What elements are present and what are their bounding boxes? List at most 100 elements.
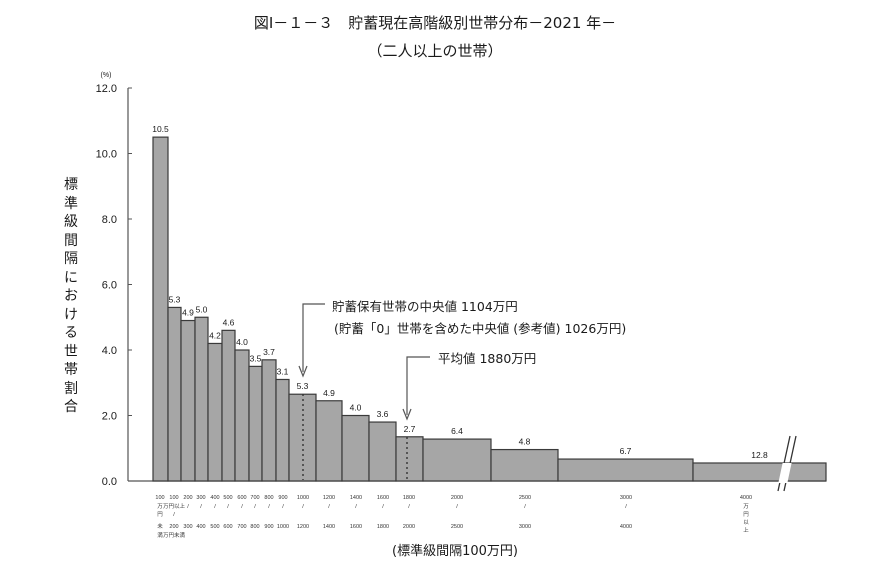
bar-value-label: 4.0 <box>350 403 362 413</box>
x-tick-label: 1600 / 1800 <box>377 495 389 530</box>
svg-text:100: 100 <box>169 495 178 501</box>
bar-value-label: 6.4 <box>451 426 463 436</box>
y-tick-label: 8.0 <box>102 214 117 226</box>
median-reference-annotation: (貯蓄「0」世帯を含めた中央値 (参考値) 1026万円) <box>334 321 627 336</box>
x-tick-label: 600 / 700 <box>237 495 246 530</box>
bar-series <box>152 136 827 482</box>
svg-text:400: 400 <box>196 524 205 530</box>
bar <box>221 329 236 482</box>
y-tick-label: 6.0 <box>102 280 117 292</box>
svg-text:1200: 1200 <box>297 524 309 530</box>
svg-text:/: / <box>227 504 229 510</box>
svg-text:/: / <box>328 504 330 510</box>
x-tick-label: 200 / 300 <box>183 495 192 530</box>
svg-text:200: 200 <box>183 495 192 501</box>
median-arrow-line <box>302 303 325 372</box>
y-tick-label: 2.0 <box>102 411 117 423</box>
chart-subtitle: （二人以上の世帯） <box>367 42 503 60</box>
bar-value-label: 3.7 <box>263 347 275 357</box>
svg-text:1000: 1000 <box>277 524 289 530</box>
bar <box>248 365 263 482</box>
bar-value-label: 4.9 <box>323 388 335 398</box>
svg-text:万円以上: 万円以上 <box>163 502 186 510</box>
bar <box>207 342 223 482</box>
x-tick-label: 1400 / 1600 <box>350 495 362 530</box>
svg-text:未: 未 <box>157 522 163 530</box>
svg-text:/: / <box>187 504 189 510</box>
svg-text:円: 円 <box>157 511 163 518</box>
bar <box>422 438 492 482</box>
y-axis-label: 標準級間隔における世帯割合 <box>64 177 78 415</box>
bar <box>557 458 694 482</box>
svg-text:100: 100 <box>155 495 164 501</box>
x-axis-label: (標準級間隔100万円) <box>392 544 518 559</box>
svg-text:4000: 4000 <box>740 495 752 501</box>
bar <box>275 378 290 482</box>
bar-value-label: 6.7 <box>620 446 632 456</box>
svg-text:300: 300 <box>196 495 205 501</box>
bar-value-label: 5.3 <box>169 294 181 304</box>
bar-value-label: 12.8 <box>751 450 768 460</box>
svg-text:800: 800 <box>250 524 259 530</box>
svg-text:万円未満: 万円未満 <box>163 531 186 539</box>
y-tick-label: 10.0 <box>96 149 117 161</box>
bar-value-label: 10.5 <box>152 124 169 134</box>
x-tick-label: 2500 / 3000 <box>519 495 531 530</box>
bar <box>490 448 559 482</box>
x-tick-label: 500 / 600 <box>223 495 232 530</box>
svg-text:2500: 2500 <box>519 495 531 501</box>
svg-text:2500: 2500 <box>451 524 463 530</box>
svg-text:500: 500 <box>223 495 232 501</box>
svg-text:1400: 1400 <box>350 495 362 501</box>
bar <box>234 349 250 482</box>
svg-text:700: 700 <box>250 495 259 501</box>
bar-value-label: 4.9 <box>182 308 194 318</box>
svg-text:/: / <box>625 504 627 510</box>
svg-text:1600: 1600 <box>350 524 362 530</box>
bar <box>288 393 317 482</box>
svg-text:/: / <box>173 512 175 518</box>
bar <box>395 436 424 482</box>
bar <box>167 306 182 482</box>
x-tick-label: 1800 / 2000 <box>403 495 415 530</box>
svg-text:500: 500 <box>210 524 219 530</box>
axis-break-gap <box>778 463 792 483</box>
mean-arrow-line <box>406 356 430 415</box>
chart-title: 図Ⅰ－１－３ 貯蓄現在高階級別世帯分布－2021 年－ <box>253 14 617 32</box>
x-axis-tick-labels: 100万円未満100万円以上/200万円未満200/300300/400400/… <box>155 495 752 539</box>
x-tick-label: 300 / 400 <box>196 495 205 530</box>
bar <box>315 400 343 482</box>
bar <box>261 359 277 482</box>
x-tick-label: 3000 / 4000 <box>620 495 632 530</box>
svg-text:3000: 3000 <box>620 495 632 501</box>
x-tick-label: 1000 / 1200 <box>297 495 309 530</box>
mean-arrow-head <box>402 408 412 421</box>
svg-text:万: 万 <box>743 503 749 510</box>
svg-text:満: 満 <box>157 532 163 539</box>
svg-text:2000: 2000 <box>451 495 463 501</box>
svg-text:400: 400 <box>210 495 219 501</box>
svg-text:1800: 1800 <box>403 495 415 501</box>
svg-text:/: / <box>200 504 202 510</box>
svg-text:1800: 1800 <box>377 524 389 530</box>
x-tick-label: 900 / 1000 <box>277 495 289 530</box>
x-tick-label: 2000 / 2500 <box>451 495 463 530</box>
svg-text:/: / <box>302 504 304 510</box>
bar-value-label: 5.3 <box>297 381 309 391</box>
svg-text:700: 700 <box>237 524 246 530</box>
svg-text:/: / <box>254 504 256 510</box>
svg-text:/: / <box>382 504 384 510</box>
x-tick-label: 800 / 900 <box>264 495 273 530</box>
bar-value-label: 3.5 <box>250 353 262 363</box>
x-tick-label: 1200 / 1400 <box>323 495 335 530</box>
svg-text:1200: 1200 <box>323 495 335 501</box>
svg-text:600: 600 <box>223 524 232 530</box>
bar <box>194 316 209 482</box>
svg-text:/: / <box>241 504 243 510</box>
svg-text:900: 900 <box>278 495 287 501</box>
svg-text:300: 300 <box>183 524 192 530</box>
y-unit-label: (%) <box>101 72 112 79</box>
bar-value-label: 4.2 <box>209 330 221 340</box>
